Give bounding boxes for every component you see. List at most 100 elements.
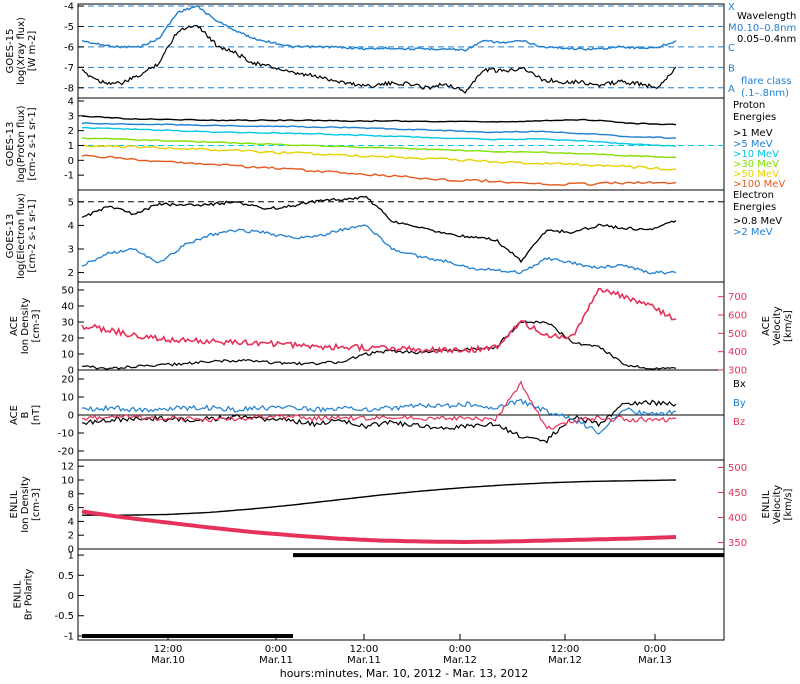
y-tick-label: 2: [68, 531, 74, 542]
ylabel-electron-line: GOES-13: [5, 214, 16, 259]
ylabel-ace-velocity: ACE Velocity [km/s]: [761, 306, 794, 345]
y-right-tick-label: 500: [728, 329, 747, 340]
flare-class-letter: A: [728, 84, 735, 95]
panel-frames: [77, 3, 725, 641]
y-tick-label: -10: [58, 429, 74, 440]
proton-legend-100mev: >100 MeV: [733, 179, 785, 190]
series-ace-b-1: [81, 398, 677, 435]
y-right-tick-label: 500: [728, 463, 747, 474]
series-ace-density: [81, 320, 677, 370]
flare-class-letter: B: [728, 63, 735, 74]
series-proton-0: [81, 115, 677, 126]
ylabel-enlil-velocity: ENLIL Velocity [km/s]: [761, 485, 794, 524]
ylabel-xray: GOES-15 log(Xray flux) [W m-2]: [5, 17, 38, 85]
y-tick-label: 2: [68, 268, 74, 279]
ylabel-ace-density: ACE Ion Density [cm-3]: [9, 298, 42, 355]
ylabel-electron-line: log(Electron flux): [16, 193, 27, 279]
y-tick-label: 0: [68, 591, 74, 602]
series-ace-velocity: [81, 287, 677, 355]
ylabel-xray-line: GOES-15: [5, 29, 16, 74]
ylabel-enlil-velocity-line: [km/s]: [783, 488, 794, 520]
ylabel-enlil-polarity-line: ENLIL: [13, 580, 24, 608]
electron-legend-title-2: Energies: [733, 202, 776, 213]
x-tick-label-date: Mar.12: [548, 655, 582, 666]
ylabel-proton: GOES-13 log(Proton flux) [cm-2 s-1 sr-1]: [5, 105, 38, 182]
series-proton-2: [81, 126, 677, 147]
y-tick-label: 6: [68, 503, 74, 514]
y-tick-label: -1: [64, 171, 74, 182]
y-tick-label: 5: [68, 197, 74, 208]
y-tick-label: 20: [61, 334, 74, 345]
ylabel-enlil-polarity-line: Br Polarity: [24, 569, 35, 621]
ylabel-enlil-velocity-line: Velocity: [772, 485, 783, 524]
y-tick-label: -20: [58, 447, 74, 458]
y-tick-label: 0: [68, 411, 74, 422]
y-tick-label: 3: [68, 244, 74, 255]
y-tick-label: 12: [61, 462, 74, 473]
series-ace-b-2: [81, 380, 677, 430]
y-tick-label: 30: [61, 318, 74, 329]
ylabel-ace-velocity-line: [km/s]: [783, 310, 794, 342]
xray-legend-entry-long: 0.10–0.8nm: [737, 23, 796, 34]
x-tick-label-time: 0:00: [644, 644, 666, 655]
y-right-tick-label: 350: [728, 538, 747, 549]
ylabel-ace-b-line: B: [20, 411, 31, 418]
series-proton-3: [81, 137, 677, 159]
ylabel-proton-line: [cm-2 s-1 sr-1]: [27, 107, 38, 180]
y-tick-label: -0.5: [54, 611, 74, 622]
y-tick-label: 10: [61, 350, 74, 361]
y-tick-label: 4: [68, 517, 74, 528]
x-tick-label-time: 12:00: [350, 644, 379, 655]
y-tick-label: 1: [68, 551, 74, 562]
electron-legend-title: Electron: [733, 190, 774, 201]
series-enlil-velocity: [81, 509, 677, 544]
series-ace-b-0: [81, 399, 677, 444]
y-tick-label: 0: [68, 545, 74, 556]
ylabel-electron-line: [cm-2 s-1 sr-1]: [27, 199, 38, 272]
proton-legend-title: Proton: [733, 100, 765, 111]
series-proton-5: [81, 154, 677, 186]
y-tick-label: 8: [68, 489, 74, 500]
y-tick-label: 0.5: [58, 571, 74, 582]
y-tick-label: 2: [68, 126, 74, 137]
ylabel-enlil-polarity: ENLIL Br Polarity: [13, 569, 35, 621]
ylabel-enlil-density-line: ENLIL: [9, 490, 20, 518]
by-legend: By: [733, 398, 746, 409]
ylabel-enlil-density-line: [cm-3]: [31, 488, 42, 521]
proton-legend-10mev: >10 MeV: [733, 149, 779, 160]
y-tick-label: -1: [64, 631, 74, 642]
ylabel-electron: GOES-13 log(Electron flux) [cm-2 s-1 sr-1]: [5, 193, 38, 279]
panel-frame-6: [77, 459, 725, 550]
x-tick-label-date: Mar.13: [638, 655, 672, 666]
series-enlil-density: [82, 479, 677, 516]
y-right-tick-label: 300: [728, 366, 747, 377]
y-tick-label: -8: [64, 83, 74, 94]
bz-legend: Bz: [733, 417, 745, 428]
y-right-tick-label: 450: [728, 488, 747, 499]
flare-class-letter: C: [728, 43, 735, 54]
y-tick-label: 1: [68, 141, 74, 152]
y-tick-label: 50: [61, 286, 74, 297]
x-tick-label-date: Mar.12: [443, 655, 477, 666]
x-tick-label-time: 12:00: [551, 644, 580, 655]
series-proton-1: [81, 122, 676, 140]
panel-frame-7: [77, 548, 725, 641]
ylabel-ace-b-line: [nT]: [31, 405, 42, 425]
electron-legend-08mev: >0.8 MeV: [733, 216, 782, 227]
electron-legend-2mev: >2 MeV: [733, 227, 773, 238]
ylabel-proton-line: log(Proton flux): [16, 105, 27, 182]
proton-legend-title-2: Energies: [733, 112, 776, 123]
ylabel-xray-line: log(Xray flux): [16, 17, 27, 85]
y-tick-label: 0: [68, 366, 74, 377]
x-tick-label-date: Mar.11: [259, 655, 293, 666]
flare-class-range: (.1–.8nm): [741, 88, 789, 99]
series-xray-long: [81, 5, 677, 52]
bx-legend: Bx: [733, 379, 746, 390]
y-right-tick-label: 400: [728, 347, 747, 358]
legends: Wavelength 0.10–0.8nm 0.05–0.4nm flare c…: [733, 11, 796, 428]
series-electron-0: [81, 195, 677, 264]
series-electron-1: [81, 224, 677, 275]
